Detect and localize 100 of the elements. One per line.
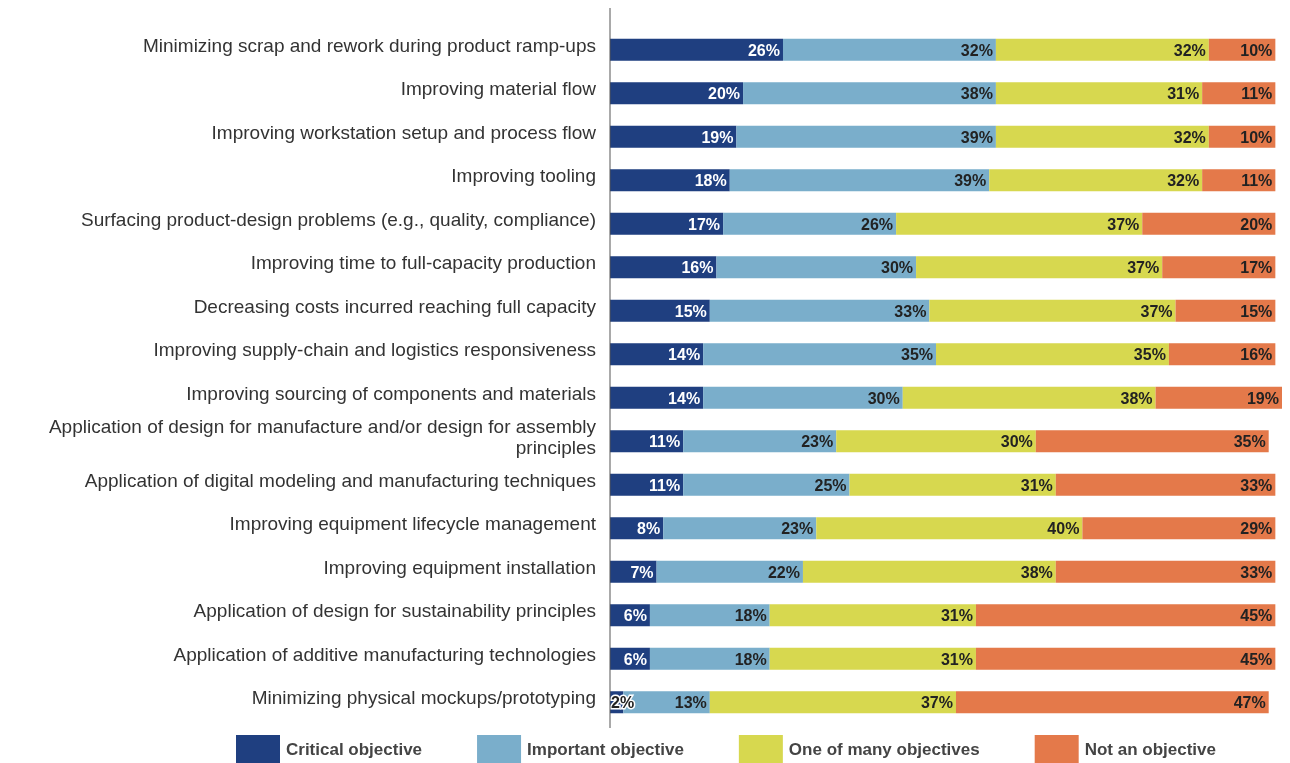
bar: [610, 169, 730, 192]
y-tick-label: Minimizing scrap and rework during product ramp-ups: [142, 34, 596, 56]
bar: [683, 473, 850, 496]
data-label: 45%: [1240, 607, 1273, 625]
data-label: 15%: [1240, 302, 1273, 320]
y-tick-label: Improving sourcing of components and materials: [186, 382, 596, 404]
bar: [896, 212, 1143, 235]
legend-label: Important objective: [527, 740, 684, 759]
data-label: 31%: [1167, 85, 1200, 103]
bar: [703, 386, 903, 409]
data-label: 38%: [1020, 563, 1053, 581]
bar: [649, 647, 770, 670]
data-label: 16%: [681, 259, 714, 277]
bar: [849, 473, 1056, 496]
bar: [743, 82, 996, 105]
data-label: 33%: [1240, 563, 1273, 581]
data-label: 35%: [1133, 346, 1166, 364]
data-label: 18%: [694, 172, 727, 190]
y-tick-label: Surfacing product-design problems (e.g., quality, compliance): [80, 208, 596, 230]
y-tick-label: Improving supply-chain and logistics responsiveness: [153, 339, 596, 361]
bar: [929, 299, 1176, 322]
data-label: 29%: [1240, 520, 1273, 538]
y-tick-label: Application of design for manufacture and/or design for assembly principles: [48, 416, 597, 459]
data-label: 10%: [1240, 41, 1273, 59]
bar: [816, 517, 1083, 540]
data-label: 35%: [1233, 433, 1266, 451]
bar: [716, 256, 917, 279]
data-label: 8%: [637, 520, 661, 538]
bar: [703, 343, 937, 366]
bar: [610, 82, 744, 105]
data-label: 14%: [668, 346, 701, 364]
bar: [1142, 212, 1276, 235]
data-label: 32%: [960, 41, 993, 59]
bar: [1155, 386, 1282, 409]
data-label: 40%: [1047, 520, 1080, 538]
data-label: 33%: [894, 302, 927, 320]
data-label: 38%: [1120, 389, 1153, 407]
bar: [1035, 430, 1269, 453]
data-label: 6%: [623, 607, 647, 625]
data-label: 37%: [1140, 302, 1173, 320]
bar: [656, 560, 803, 583]
bar: [989, 169, 1203, 192]
data-label: 16%: [1240, 346, 1273, 364]
bar: [769, 604, 976, 627]
data-label: 17%: [1240, 259, 1273, 277]
data-label: 37%: [1127, 259, 1160, 277]
data-label: 6%: [623, 650, 647, 668]
data-label: 30%: [881, 259, 914, 277]
data-label: 30%: [867, 389, 900, 407]
data-label: 39%: [960, 128, 993, 146]
bar: [975, 647, 1276, 670]
bar: [955, 691, 1269, 714]
bar: [709, 691, 956, 714]
bar: [610, 38, 783, 61]
data-label: 45%: [1240, 650, 1273, 668]
data-label: 31%: [1020, 476, 1053, 494]
data-label: 7%: [630, 563, 654, 581]
data-label: 17%: [688, 215, 721, 233]
data-label: 32%: [1173, 128, 1206, 146]
data-label: 19%: [701, 128, 734, 146]
data-label: 15%: [674, 302, 707, 320]
bar: [1055, 473, 1276, 496]
y-tick-label: Application of digital modeling and manufacturing techniques: [84, 469, 596, 491]
data-label: 25%: [814, 476, 847, 494]
bar: [936, 343, 1169, 366]
legend-label: One of many objectives: [788, 740, 980, 759]
data-label: 35%: [900, 346, 934, 364]
bar: [769, 647, 976, 670]
y-tick-label: Improving tooling: [451, 165, 596, 187]
legend-label: Not an objective: [1084, 740, 1216, 759]
data-label: 39%: [954, 172, 987, 190]
bar: [782, 38, 996, 61]
y-tick-label: Application of design for sustainability principles: [193, 600, 596, 622]
bar: [729, 169, 990, 192]
data-label: 18%: [734, 607, 767, 625]
bar: [902, 386, 1156, 409]
data-label: 11%: [649, 476, 681, 494]
data-label: 33%: [1240, 476, 1273, 494]
data-label: 26%: [861, 215, 894, 233]
y-tick-label: Improving workstation setup and process flow: [211, 121, 597, 143]
data-label: 11%: [649, 433, 681, 451]
data-label: 26%: [747, 41, 780, 59]
bar: [610, 125, 737, 148]
data-label: 30%: [1000, 433, 1033, 451]
data-label: 19%: [1246, 389, 1279, 407]
bar: [916, 256, 1163, 279]
bar: [683, 430, 837, 453]
bar: [995, 82, 1203, 105]
bar: [649, 604, 770, 627]
data-label: 20%: [708, 85, 741, 103]
y-tick-label: Improving equipment lifecycle management: [229, 513, 597, 535]
bar: [836, 430, 1036, 453]
data-label: 11%: [1241, 85, 1273, 103]
data-label: 32%: [1173, 41, 1206, 59]
data-label: 32%: [1167, 172, 1200, 190]
data-label: 22%: [767, 563, 800, 581]
bar: [995, 38, 1209, 61]
bar: [802, 560, 1056, 583]
data-label: 14%: [668, 389, 701, 407]
data-label: 37%: [1107, 215, 1140, 233]
